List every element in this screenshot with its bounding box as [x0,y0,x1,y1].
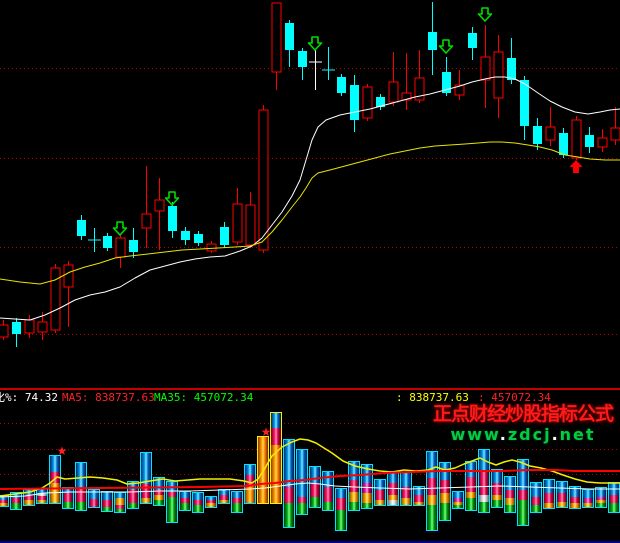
ma5-label: MA5: 838737.63 [62,391,155,404]
watermark-url-domain: zdcj [507,425,552,444]
watermark-url: www.zdcj.net [428,425,618,444]
watermark: 正点财经炒股指标公式 www.zdcj.net [428,403,618,446]
watermark-url-tld: net [559,425,596,444]
watermark-url-www: www [450,425,500,444]
watermark-title: 正点财经炒股指标公式 [432,403,614,425]
indicator-left-value: 化%: 74.32 [0,391,58,404]
svg-text:★: ★ [57,444,68,458]
watermark-url-dot2: . [551,425,560,444]
ma35-label: MA35: 457072.34 [154,391,254,404]
ma35-right-value: : 457072.34 [478,391,551,404]
watermark-url-dot1: . [499,425,508,444]
ma5-right-value: : 838737.63 [396,391,469,404]
svg-text:★: ★ [261,425,272,439]
